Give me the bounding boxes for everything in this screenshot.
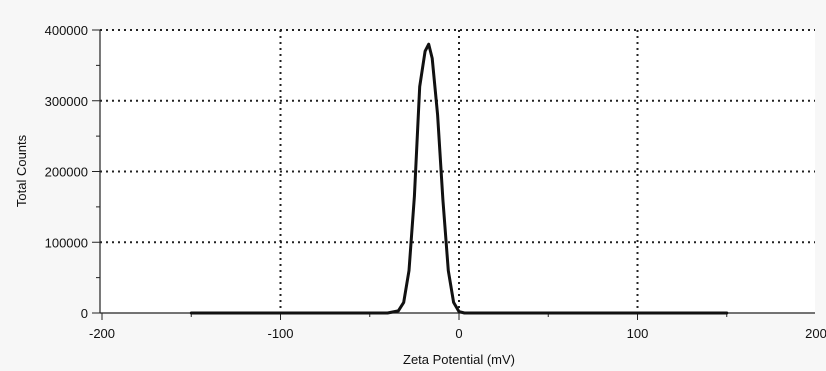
y-tick-label: 100000 xyxy=(45,235,88,250)
y-tick-label: 200000 xyxy=(45,165,88,180)
y-axis-title: Total Counts xyxy=(14,134,29,207)
data-series xyxy=(189,42,729,315)
x-tick-label: 0 xyxy=(455,326,462,341)
tick-labels: 0 100000 200000 300000 400000 -200 -100 0 100 200 xyxy=(45,23,826,341)
x-tick-label: 100 xyxy=(627,326,649,341)
x-tick-label: -200 xyxy=(89,326,115,341)
y-tick-label: 400000 xyxy=(45,23,88,38)
y-tick-label: 300000 xyxy=(45,94,88,109)
x-tick-label: 200 xyxy=(805,326,826,341)
y-tick-label: 0 xyxy=(81,306,88,321)
grid-lines xyxy=(100,29,815,313)
x-tick-label: -100 xyxy=(267,326,293,341)
x-axis-title: Zeta Potential (mV) xyxy=(403,352,515,367)
series-line-0 xyxy=(189,42,729,315)
